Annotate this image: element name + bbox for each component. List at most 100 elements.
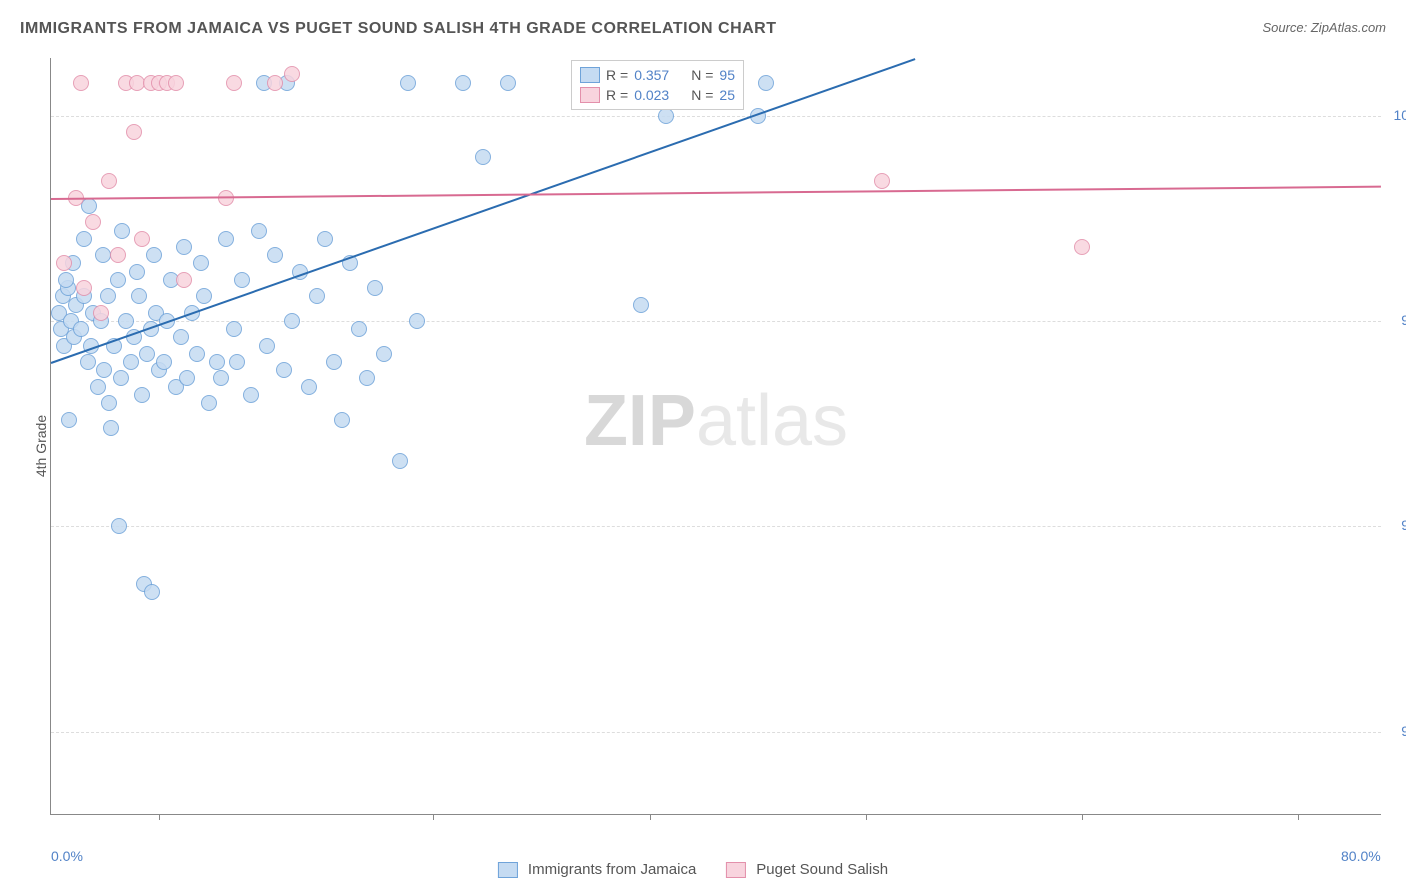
x-tick-label: 0.0%	[51, 848, 83, 864]
scatter-point	[101, 395, 117, 411]
scatter-point	[73, 75, 89, 91]
scatter-point	[173, 329, 189, 345]
scatter-point	[101, 173, 117, 189]
scatter-point	[56, 255, 72, 271]
scatter-point	[100, 288, 116, 304]
scatter-point	[146, 247, 162, 263]
legend-r-label: R =	[606, 67, 628, 83]
watermark: ZIPatlas	[584, 380, 848, 462]
scatter-point	[226, 321, 242, 337]
scatter-point	[351, 321, 367, 337]
scatter-point	[90, 379, 106, 395]
x-tick	[1298, 814, 1299, 820]
scatter-point	[326, 354, 342, 370]
scatter-point	[110, 247, 126, 263]
scatter-point	[76, 231, 92, 247]
scatter-point	[218, 231, 234, 247]
scatter-point	[234, 272, 250, 288]
scatter-point	[475, 149, 491, 165]
scatter-point	[284, 66, 300, 82]
y-tick-label: 92.5%	[1401, 723, 1406, 739]
legend-stats: R =0.357N =95R =0.023N =25	[571, 60, 744, 110]
scatter-point	[96, 362, 112, 378]
scatter-point	[85, 214, 101, 230]
gridline-horizontal	[51, 321, 1381, 322]
scatter-point	[103, 420, 119, 436]
scatter-point	[111, 518, 127, 534]
scatter-point	[229, 354, 245, 370]
y-axis-label: 4th Grade	[33, 415, 49, 477]
scatter-point	[376, 346, 392, 362]
scatter-point	[874, 173, 890, 189]
legend-swatch	[726, 862, 746, 878]
legend-n-value: 95	[719, 67, 735, 83]
scatter-point	[113, 370, 129, 386]
gridline-horizontal	[51, 526, 1381, 527]
gridline-horizontal	[51, 732, 1381, 733]
scatter-point	[81, 198, 97, 214]
scatter-point	[134, 231, 150, 247]
legend-swatch	[580, 67, 600, 83]
scatter-point	[1074, 239, 1090, 255]
source-attribution: Source: ZipAtlas.com	[1262, 20, 1386, 35]
scatter-point	[251, 223, 267, 239]
y-tick-label: 97.5%	[1401, 312, 1406, 328]
legend-swatch	[580, 87, 600, 103]
chart-title: IMMIGRANTS FROM JAMAICA VS PUGET SOUND S…	[20, 20, 777, 38]
scatter-point	[392, 453, 408, 469]
scatter-point	[156, 354, 172, 370]
scatter-point	[95, 247, 111, 263]
scatter-point	[226, 75, 242, 91]
scatter-point	[179, 370, 195, 386]
scatter-point	[500, 75, 516, 91]
scatter-point	[61, 412, 77, 428]
legend-n-value: 25	[719, 87, 735, 103]
scatter-point	[367, 280, 383, 296]
scatter-point	[114, 223, 130, 239]
scatter-point	[284, 313, 300, 329]
watermark-atlas: atlas	[696, 381, 848, 461]
scatter-point	[267, 75, 283, 91]
scatter-point	[317, 231, 333, 247]
plot-area: ZIPatlas 92.5%95.0%97.5%100.0%0.0%80.0%R…	[50, 58, 1381, 815]
x-tick	[650, 814, 651, 820]
legend-n-label: N =	[691, 67, 713, 83]
scatter-point	[118, 313, 134, 329]
legend-swatch	[498, 862, 518, 878]
legend-stats-row: R =0.023N =25	[580, 85, 735, 105]
y-tick-label: 100.0%	[1394, 107, 1406, 123]
legend-r-label: R =	[606, 87, 628, 103]
scatter-point	[276, 362, 292, 378]
scatter-point	[193, 255, 209, 271]
scatter-point	[213, 370, 229, 386]
x-tick	[433, 814, 434, 820]
scatter-point	[58, 272, 74, 288]
scatter-point	[259, 338, 275, 354]
scatter-point	[201, 395, 217, 411]
scatter-point	[176, 239, 192, 255]
legend-stats-row: R = 0.357 N = 95	[580, 65, 735, 85]
scatter-point	[93, 305, 109, 321]
scatter-point	[80, 354, 96, 370]
scatter-point	[196, 288, 212, 304]
legend-r-value: 0.357	[634, 67, 669, 83]
scatter-point	[633, 297, 649, 313]
scatter-point	[209, 354, 225, 370]
scatter-point	[73, 321, 89, 337]
y-tick-label: 95.0%	[1401, 517, 1406, 533]
watermark-zip: ZIP	[584, 381, 696, 461]
scatter-point	[131, 288, 147, 304]
legend-n-label: N =	[691, 87, 713, 103]
scatter-point	[126, 124, 142, 140]
scatter-point	[134, 387, 150, 403]
scatter-point	[359, 370, 375, 386]
scatter-point	[189, 346, 205, 362]
gridline-horizontal	[51, 116, 1381, 117]
scatter-point	[243, 387, 259, 403]
scatter-point	[110, 272, 126, 288]
scatter-point	[455, 75, 471, 91]
scatter-point	[758, 75, 774, 91]
scatter-point	[267, 247, 283, 263]
scatter-point	[76, 280, 92, 296]
scatter-point	[409, 313, 425, 329]
